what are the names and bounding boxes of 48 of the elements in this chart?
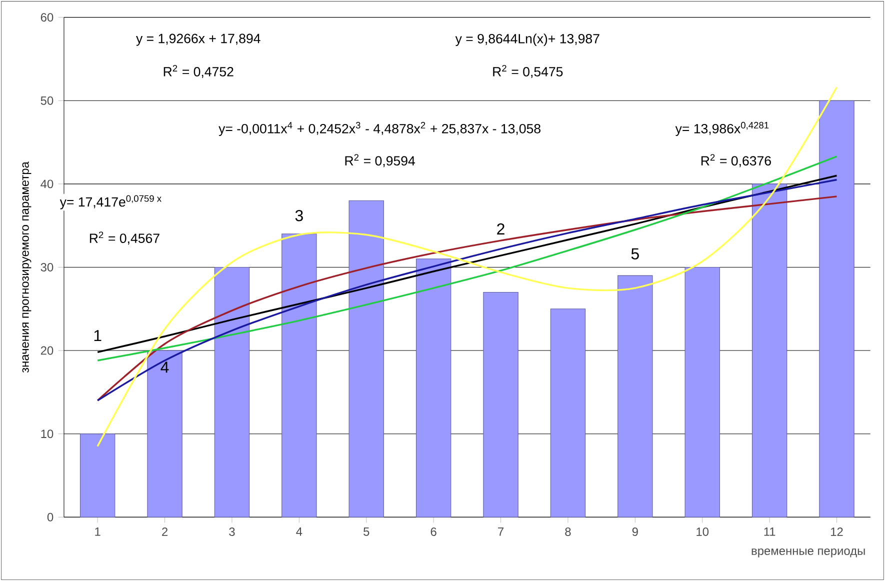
bar	[147, 350, 182, 518]
y-tick-label: 60	[40, 13, 54, 22]
bar	[214, 266, 250, 518]
annotation: y= -0,0011x$^{4}$ + 0,2452x$^{3}$ - 4,4878x$^{2}$ + 25,837x - 13,058	[218, 122, 540, 136]
y-tick-label: 40	[40, 180, 54, 188]
bar	[752, 184, 788, 518]
y-tick-label: 10	[41, 430, 54, 438]
bar	[483, 292, 518, 518]
annotation: 1	[94, 330, 102, 341]
x-tick-label: 11	[764, 527, 776, 536]
bar	[348, 200, 384, 518]
y-tick-label: 50	[40, 96, 54, 105]
bar	[80, 434, 116, 518]
annotation: y = 1,9266x + 17,894	[136, 34, 260, 46]
annotation: R$^{2}$ = 0,5475	[493, 64, 563, 78]
annotation: y= 17,417e$^{0,0759 x}$	[60, 195, 162, 210]
x-tick-label: 2	[162, 527, 168, 536]
y-tick-label: 0	[47, 512, 54, 522]
bar	[684, 266, 720, 518]
x-tick-label: 7	[498, 527, 504, 536]
annotation: R$^{2}$ = 0,4567	[90, 232, 160, 245]
x-tick-label: 5	[364, 527, 370, 536]
x-tick-label: 1	[95, 527, 100, 536]
annotation: y = 9,8644Ln(x)+ 13,987	[455, 34, 600, 46]
x-tick-label: 4	[296, 527, 302, 536]
x-tick-label: 3	[229, 527, 235, 536]
annotation: R$^{2}$ = 0,9594	[345, 154, 415, 168]
y-tick-label: 20	[40, 346, 54, 355]
x-tick-label: 8	[565, 527, 571, 536]
x-axis-title: временные периоды	[752, 548, 865, 558]
annotation: 5	[631, 248, 639, 260]
y-axis-title: значения прогнозируемого параметра	[22, 162, 32, 373]
y-tick-label: 30	[40, 262, 54, 272]
bar	[282, 234, 317, 518]
x-tick-label: 10	[696, 527, 709, 536]
annotation: 3	[295, 210, 303, 222]
annotation: y= 13,986x$^{0,4281}$	[675, 122, 769, 136]
x-tick-label: 6	[430, 527, 436, 536]
annotation: 2	[497, 223, 504, 234]
bar	[819, 100, 854, 518]
bar	[618, 275, 653, 518]
bar	[550, 308, 586, 518]
annotation: R$^{2}$ = 0,6376	[701, 154, 771, 168]
x-tick-label: 9	[632, 527, 638, 536]
x-tick-label: 12	[831, 527, 843, 536]
annotation: R$^{2}$ = 0,4752	[164, 64, 234, 78]
bar	[416, 258, 452, 518]
annotation: 4	[160, 362, 169, 373]
